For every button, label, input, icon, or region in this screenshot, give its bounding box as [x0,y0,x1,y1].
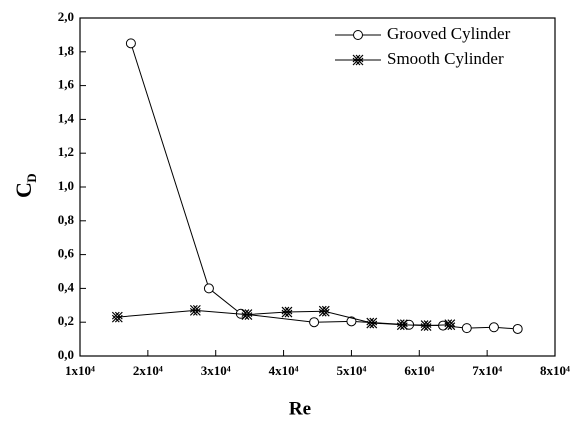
x-tick-label: 2x10⁴ [133,363,163,378]
y-tick-label: 1,0 [58,178,74,193]
y-axis-label-subscript: D [24,173,39,182]
data-point [125,38,136,49]
y-tick-label: 0,6 [58,246,75,261]
y-tick-label: 1,8 [58,43,75,58]
legend-label: Grooved Cylinder [387,24,511,43]
data-point [420,320,432,332]
x-tick-label: 4x10⁴ [269,363,299,378]
data-point [444,319,456,331]
data-point [512,323,523,334]
x-tick-label: 6x10⁴ [404,363,434,378]
x-tick-label: 8x10⁴ [540,363,570,378]
x-tick-label: 5x10⁴ [336,363,366,378]
legend-marker [352,54,364,66]
y-tick-label: 0,2 [58,313,74,328]
data-point [396,319,408,331]
y-tick-label: 0,4 [58,279,75,294]
legend-label: Smooth Cylinder [387,49,504,68]
data-point [346,316,357,327]
data-point [488,322,499,333]
y-tick-label: 1,2 [58,144,74,159]
x-tick-label: 1x10⁴ [65,363,95,378]
data-point [318,305,330,317]
data-point [281,306,293,318]
data-point [309,317,320,328]
legend-marker [353,30,363,40]
data-point [241,309,253,321]
y-tick-label: 2,0 [58,9,74,24]
data-point [203,283,214,294]
data-point [189,304,201,316]
y-tick-label: 0,8 [58,212,75,227]
y-tick-label: 0,0 [58,347,74,362]
series-line [130,43,518,330]
data-point [111,311,123,323]
plot-frame [79,17,556,357]
y-axis-label: C [11,182,36,198]
x-tick-label: 3x10⁴ [201,363,231,378]
data-point [461,323,472,334]
data-point [366,317,378,329]
x-axis-label: Re [289,398,311,419]
x-tick-label: 7x10⁴ [472,363,502,378]
y-tick-label: 1,4 [58,110,75,125]
y-tick-label: 1,6 [58,77,75,92]
